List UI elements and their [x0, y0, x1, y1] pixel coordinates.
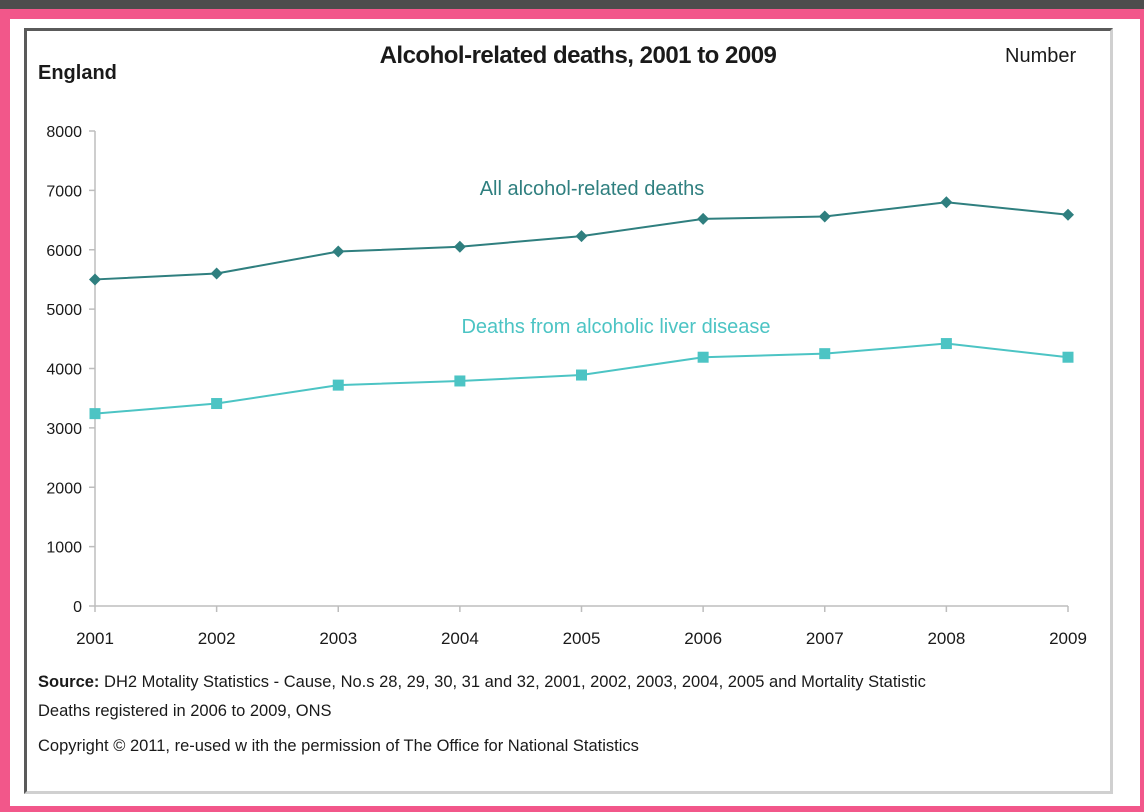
series-label-all-deaths: All alcohol-related deaths [480, 178, 705, 200]
data-point-all-deaths [818, 210, 831, 223]
y-tick-label: 2000 [46, 480, 82, 497]
x-tick-label: 2002 [198, 629, 236, 648]
x-tick-label: 2007 [806, 629, 844, 648]
source-text-line2: Deaths registered in 2006 to 2009, ONS [38, 702, 332, 720]
y-tick-label: 8000 [46, 124, 82, 141]
data-point-all-deaths [575, 230, 588, 243]
data-point-liver-disease [576, 369, 587, 381]
data-point-liver-disease [332, 379, 344, 391]
data-point-liver-disease [454, 375, 466, 387]
region-label: England [38, 62, 117, 84]
y-tick-label: 1000 [46, 540, 82, 557]
x-tick-label: 2005 [563, 629, 601, 648]
data-point-liver-disease [819, 348, 831, 360]
x-tick-label: 2008 [927, 629, 965, 648]
y-tick-label: 7000 [46, 183, 82, 200]
data-point-liver-disease [1062, 351, 1074, 363]
x-tick-label: 2009 [1049, 629, 1087, 648]
data-point-liver-disease [697, 351, 709, 363]
data-point-liver-disease [89, 408, 101, 420]
y-tick-label: 3000 [46, 421, 82, 438]
chart-title: Alcohol-related deaths, 2001 to 2009 [379, 42, 777, 69]
y-tick-label: 5000 [46, 302, 82, 319]
unit-label: Number [1005, 45, 1077, 67]
data-point-all-deaths [1062, 208, 1074, 221]
y-tick-label: 6000 [46, 243, 82, 260]
data-point-all-deaths [453, 240, 466, 253]
x-tick-label: 2001 [76, 629, 114, 648]
data-point-liver-disease [940, 338, 952, 350]
data-point-all-deaths [332, 245, 345, 258]
y-tick-label: 0 [73, 599, 82, 616]
series-label-liver-disease: Deaths from alcoholic liver disease [461, 316, 770, 338]
x-tick-label: 2003 [319, 629, 357, 648]
x-tick-label: 2004 [441, 629, 479, 648]
data-point-liver-disease [211, 398, 223, 410]
data-point-all-deaths [210, 267, 223, 280]
copyright-note: Copyright © 2011, re-used w ith the perm… [38, 737, 639, 755]
source-label: Source: [38, 673, 100, 691]
source-note: Source: DH2 Motality Statistics - Cause,… [38, 668, 1113, 726]
data-point-all-deaths [940, 196, 953, 209]
source-text-line1: DH2 Motality Statistics - Cause, No.s 28… [99, 673, 926, 691]
x-tick-label: 2006 [684, 629, 722, 648]
y-tick-label: 4000 [46, 362, 82, 379]
chart-frame [24, 28, 1113, 794]
data-point-all-deaths [697, 212, 710, 225]
data-point-all-deaths [89, 273, 101, 286]
